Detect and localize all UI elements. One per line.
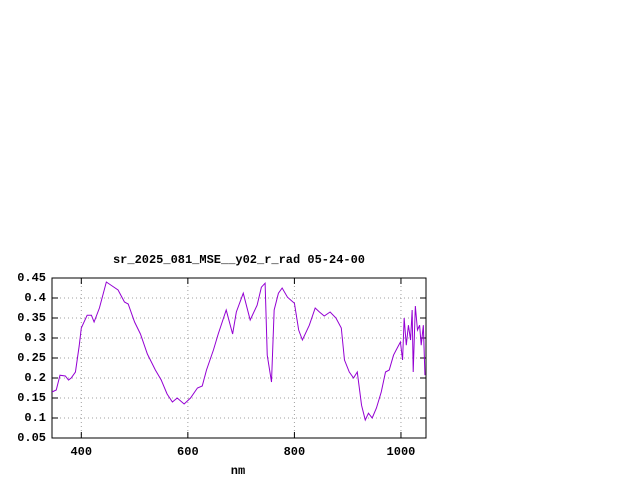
y-tick-label: 0.45 [17, 271, 46, 285]
y-tick-label: 0.35 [17, 311, 46, 325]
x-tick-label: 400 [70, 445, 92, 459]
data-line [51, 281, 426, 422]
y-tick-label: 0.25 [17, 351, 46, 365]
y-tick-label: 0.05 [17, 431, 46, 445]
x-axis-label: nm [231, 464, 245, 478]
y-tick-label: 0.2 [24, 371, 46, 385]
x-tick-label: 600 [177, 445, 199, 459]
chart-title: sr_2025_081_MSE__y02_r_rad 05-24-00 [113, 253, 365, 267]
y-tick-label: 0.3 [24, 331, 46, 345]
x-tick-label: 1000 [387, 445, 416, 459]
y-tick-label: 0.1 [24, 411, 46, 425]
plot-frame [51, 277, 427, 439]
y-tick-label: 0.15 [17, 391, 46, 405]
y-tick-label: 0.4 [24, 291, 46, 305]
x-tick-label: 800 [284, 445, 306, 459]
